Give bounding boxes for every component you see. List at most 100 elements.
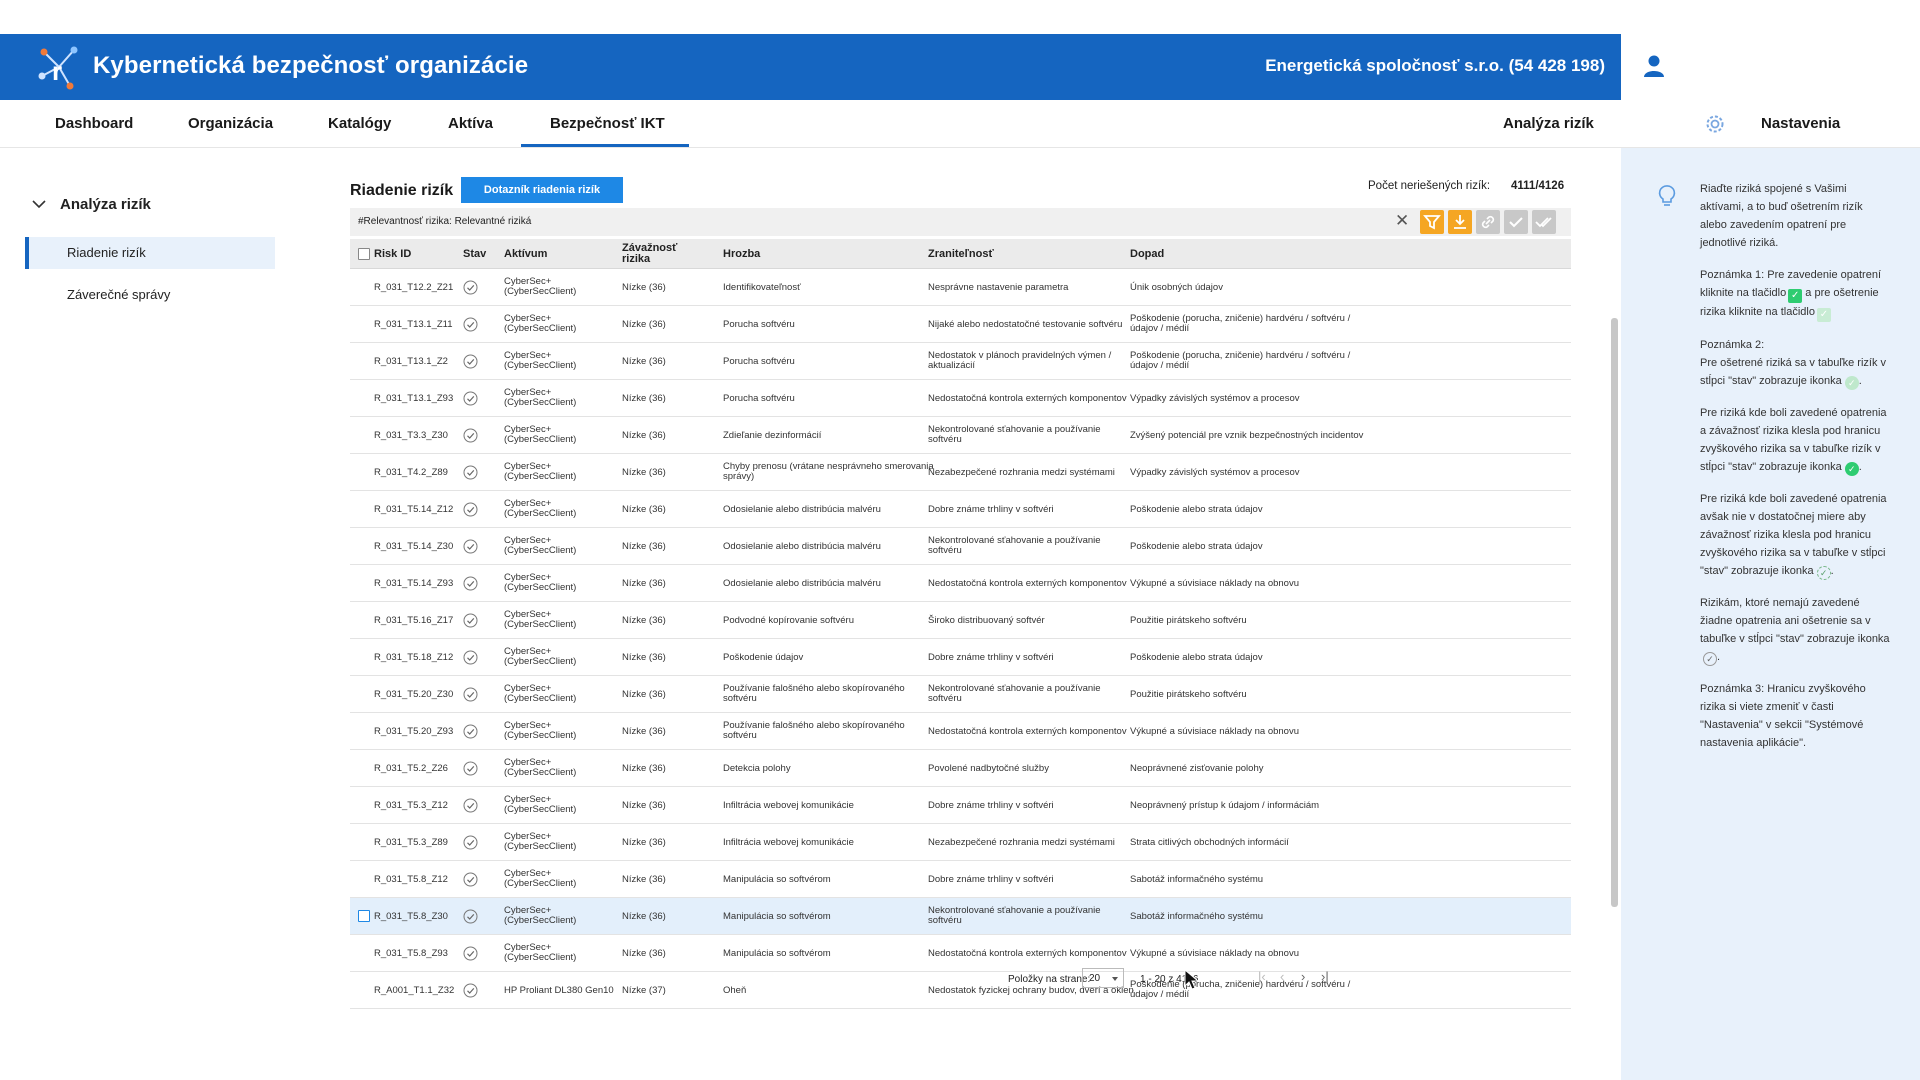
table-header: Risk ID Stav Aktívum Závažnosť rizika Hr… <box>350 239 1571 269</box>
questionnaire-button[interactable]: Dotazník riadenia rizík <box>461 177 623 203</box>
first-page-icon[interactable]: |‹ <box>1258 969 1266 984</box>
col-dopad[interactable]: Dopad <box>1130 248 1165 260</box>
user-icon[interactable] <box>1643 54 1665 78</box>
settings-link[interactable]: Nastavenia <box>1761 115 1841 132</box>
table-row[interactable]: R_031_T5.14_Z30 CyberSec+ (CyberSecClient… <box>350 528 1571 565</box>
per-page-label: Položky na strane: <box>1008 974 1091 985</box>
nav-analyza-rizik[interactable]: Analýza rizík <box>1503 115 1594 132</box>
nav-aktiva[interactable]: Aktíva <box>448 115 494 132</box>
table-row[interactable]: R_031_T5.8_Z30 CyberSec+ (CyberSecClient)… <box>350 898 1571 935</box>
table-row[interactable]: R_031_T5.8_Z93 CyberSec+ (CyberSecClient)… <box>350 935 1571 972</box>
status-open-icon[interactable] <box>463 909 478 929</box>
status-open-icon[interactable] <box>463 576 478 596</box>
status-open-icon[interactable] <box>463 687 478 707</box>
risk-id-cell: R_031_T12.2_Z21 <box>374 282 454 293</box>
status-open-icon[interactable] <box>463 465 478 485</box>
table-row[interactable]: R_031_T13.1_Z93 CyberSec+ (CyberSecClient… <box>350 380 1571 417</box>
status-open-icon[interactable] <box>463 835 478 855</box>
check-icon[interactable] <box>1504 210 1528 234</box>
nav-dashboard[interactable]: Dashboard <box>55 115 134 132</box>
app-logo[interactable]: r <box>34 40 84 94</box>
table-row[interactable]: R_031_T13.1_Z11 CyberSec+ (CyberSecClient… <box>350 306 1571 343</box>
page-title: Riadenie rizík <box>350 182 454 199</box>
per-page-select[interactable]: 20 <box>1082 968 1124 988</box>
table-scrollbar[interactable] <box>1611 318 1618 907</box>
col-zavaznost[interactable]: Závažnosť rizika <box>622 242 678 265</box>
table-row[interactable]: R_031_T5.16_Z17 CyberSec+ (CyberSecClient… <box>350 602 1571 639</box>
threat-cell: Detekcia polohy <box>723 763 791 774</box>
double-check-icon[interactable] <box>1532 210 1556 234</box>
status-open-icon[interactable] <box>463 761 478 781</box>
gear-icon[interactable] <box>1703 112 1727 136</box>
help-note-1: Poznámka 1: Pre zavedenie opatrení klikn… <box>1700 266 1890 322</box>
nav-organizacia[interactable]: Organizácia <box>188 115 274 132</box>
active-tab-indicator <box>521 144 689 147</box>
status-open-icon[interactable] <box>463 428 478 448</box>
asset-cell: CyberSec+ (CyberSecClient) <box>504 350 577 371</box>
severity-cell: Nízke (36) <box>622 467 666 478</box>
table-row[interactable]: R_031_T5.3_Z89 CyberSec+ (CyberSecClient)… <box>350 824 1571 861</box>
table-row[interactable]: R_031_T5.2_Z26 CyberSec+ (CyberSecClient)… <box>350 750 1571 787</box>
download-icon[interactable] <box>1448 210 1472 234</box>
sidebar-item-zaverecne-spravy[interactable]: Záverečné správy <box>67 287 171 302</box>
table-row[interactable]: R_031_T13.1_Z2 CyberSec+ (CyberSecClient)… <box>350 343 1571 380</box>
close-icon[interactable]: ✕ <box>1395 211 1410 230</box>
status-open-icon[interactable] <box>463 724 478 744</box>
status-open-icon[interactable] <box>463 650 478 670</box>
nav-bezpecnost-ikt[interactable]: Bezpečnosť IKT <box>550 115 665 132</box>
table-row[interactable]: R_031_T5.20_Z93 CyberSec+ (CyberSecClient… <box>350 713 1571 750</box>
row-checkbox[interactable] <box>358 910 370 922</box>
select-all-checkbox[interactable] <box>358 248 370 260</box>
vulnerability-cell: Dobre známe trhliny v softvéri <box>928 800 1054 811</box>
table-row[interactable]: R_031_T5.14_Z12 CyberSec+ (CyberSecClient… <box>350 491 1571 528</box>
impact-cell: Poškodenie alebo strata údajov <box>1130 652 1263 663</box>
col-hrozba[interactable]: Hrozba <box>723 248 761 260</box>
help-note-2-text: Poznámka 2: Pre ošetrené riziká sa v tab… <box>1700 339 1887 387</box>
help-intro: Riaďte riziká spojené s Vašimi aktívami,… <box>1700 183 1863 249</box>
table-row[interactable]: R_031_T5.18_Z12 CyberSec+ (CyberSecClient… <box>350 639 1571 676</box>
threat-cell: Chyby prenosu (vrátane nesprávneho smero… <box>723 461 934 482</box>
next-page-icon[interactable]: › <box>1301 969 1306 984</box>
sidebar-item-riadenie-rizik[interactable]: Riadenie rizík <box>25 237 275 269</box>
impact-cell: Neoprávnené zisťovanie polohy <box>1130 763 1264 774</box>
nav-katalogy[interactable]: Katalógy <box>328 115 392 132</box>
col-risk-id[interactable]: Risk ID <box>374 248 412 260</box>
status-open-icon[interactable] <box>463 280 478 300</box>
status-open-icon[interactable] <box>463 872 478 892</box>
table-row[interactable]: R_031_T5.14_Z93 CyberSec+ (CyberSecClient… <box>350 565 1571 602</box>
status-open-icon[interactable] <box>463 539 478 559</box>
status-open-icon[interactable] <box>463 798 478 818</box>
status-open-icon[interactable] <box>463 613 478 633</box>
col-zranitelnost[interactable]: Zraniteľnosť <box>928 248 994 260</box>
status-open-icon[interactable] <box>463 317 478 337</box>
impact-cell: Výkupné a súvisiace náklady na obnovu <box>1130 578 1300 589</box>
status-open-icon[interactable] <box>463 391 478 411</box>
table-row[interactable]: R_031_T5.20_Z30 CyberSec+ (CyberSecClient… <box>350 676 1571 713</box>
status-open-icon[interactable] <box>463 983 478 1003</box>
last-page-icon[interactable]: ›| <box>1321 969 1329 984</box>
col-aktivum[interactable]: Aktívum <box>504 248 548 260</box>
table-row[interactable]: R_031_T4.2_Z89 CyberSec+ (CyberSecClient)… <box>350 454 1571 491</box>
table-row[interactable]: R_A001_T1.1_Z32 HP Proliant DL380 Gen10 Ní… <box>350 972 1571 1009</box>
table-row[interactable]: R_031_T5.3_Z12 CyberSec+ (CyberSecClient)… <box>350 787 1571 824</box>
table-row[interactable]: R_031_T3.3_Z30 CyberSec+ (CyberSecClient)… <box>350 417 1571 454</box>
table-row[interactable]: R_031_T12.2_Z21 CyberSec+ (CyberSecClient… <box>350 269 1571 306</box>
table-row[interactable]: R_031_T5.8_Z12 CyberSec+ (CyberSecClient)… <box>350 861 1571 898</box>
prev-page-icon[interactable]: ‹ <box>1280 969 1285 984</box>
filter-icon[interactable] <box>1420 210 1444 234</box>
threat-cell: Manipulácia so softvérom <box>723 948 831 959</box>
status-open-icon[interactable] <box>463 354 478 374</box>
severity-cell: Nízke (36) <box>622 430 666 441</box>
risk-id-cell: R_031_T5.18_Z12 <box>374 652 454 663</box>
help-text: Riaďte riziká spojené s Vašimi aktívami,… <box>1700 180 1890 766</box>
partial-status-icon: ✓ <box>1816 566 1831 580</box>
help-note-5-text: Rizikám, ktoré nemajú zavedené žiadne op… <box>1700 597 1890 645</box>
risk-id-cell: R_031_T5.14_Z30 <box>374 541 454 552</box>
status-open-icon[interactable] <box>463 946 478 966</box>
impact-cell: Zvýšený potenciál pre vznik bezpečnostný… <box>1130 430 1364 441</box>
link-icon[interactable] <box>1476 210 1500 234</box>
impact-cell: Použitie pirátskeho softvéru <box>1130 689 1247 700</box>
col-stav[interactable]: Stav <box>463 248 487 260</box>
status-open-icon[interactable] <box>463 502 478 522</box>
vulnerability-cell: Nesprávne nastavenie parametra <box>928 282 1069 293</box>
